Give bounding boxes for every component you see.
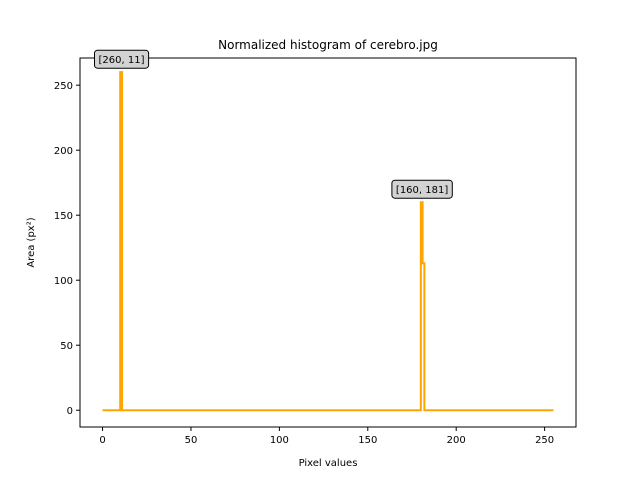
y-tick-label: 100 (54, 276, 73, 287)
y-axis-label: Area (px²) (26, 217, 37, 267)
y-tick-label: 0 (67, 406, 73, 417)
x-tick-label: 250 (535, 435, 554, 446)
plot-area (102, 71, 554, 412)
series-line-0 (102, 71, 554, 412)
x-axis: 0 50 100 150 200 250 (99, 427, 554, 446)
annotation-label: [260, 11] (99, 55, 145, 66)
peak-annotation: [160, 181] (391, 179, 453, 199)
x-tick-label: 0 (99, 435, 105, 446)
y-tick-label: 150 (54, 211, 73, 222)
x-tick-label: 200 (447, 435, 466, 446)
x-axis-label: Pixel values (299, 458, 358, 469)
annotation-label: [160, 181] (396, 185, 448, 196)
x-tick-label: 100 (270, 435, 289, 446)
y-axis: 0 50 100 150 200 250 (54, 81, 80, 417)
chart-title: Normalized histogram of cerebro.jpg (218, 38, 438, 52)
y-tick-label: 50 (60, 341, 73, 352)
y-tick-label: 200 (54, 146, 73, 157)
annotations: [260, 11] [160, 181] (94, 49, 453, 199)
y-tick-label: 250 (54, 81, 73, 92)
x-tick-label: 50 (185, 435, 198, 446)
annotation-box (391, 179, 453, 199)
annotation-box (94, 49, 150, 69)
plot-frame (79, 57, 577, 428)
peak-annotation: [260, 11] (94, 49, 150, 69)
x-tick-label: 150 (358, 435, 377, 446)
